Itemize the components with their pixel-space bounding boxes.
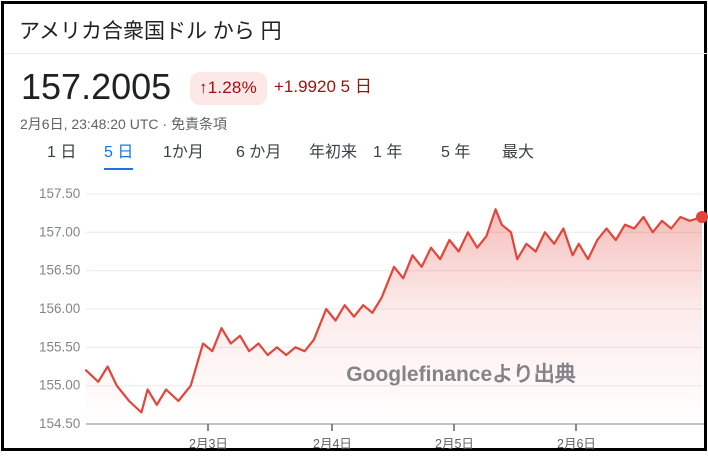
- svg-text:2月5日: 2月5日: [435, 437, 474, 451]
- svg-text:2月4日: 2月4日: [313, 437, 352, 451]
- svg-text:156.50: 156.50: [39, 263, 80, 278]
- svg-text:2月6日: 2月6日: [557, 437, 596, 451]
- svg-text:156.00: 156.00: [39, 301, 80, 316]
- svg-text:157.50: 157.50: [39, 186, 80, 201]
- svg-text:155.00: 155.00: [39, 378, 80, 393]
- svg-text:157.00: 157.00: [39, 224, 80, 239]
- svg-text:2月3日: 2月3日: [189, 437, 228, 451]
- svg-text:154.50: 154.50: [39, 416, 80, 431]
- svg-text:155.50: 155.50: [39, 339, 80, 354]
